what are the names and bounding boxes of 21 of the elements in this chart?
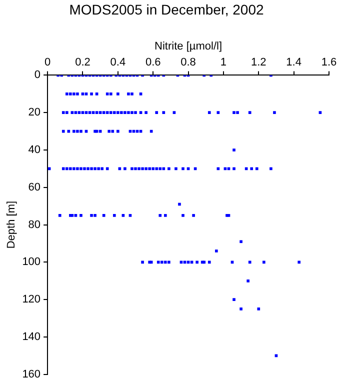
x-tick-label: 0.6: [145, 56, 161, 69]
x-tick-label: 1.2: [250, 56, 266, 69]
x-tick-label: 0: [44, 56, 51, 69]
y-axis-title: Depth [m]: [6, 200, 18, 249]
x-tick-label: 0.2: [75, 56, 90, 69]
y-tick-label: 140: [22, 331, 41, 344]
y-tick-label: 20: [28, 106, 41, 119]
y-tick-label: 0: [34, 69, 41, 82]
x-tick-label: 1.6: [321, 56, 337, 69]
x-tick-label: 0.4: [110, 56, 126, 69]
x-tick-label: 1: [220, 56, 227, 69]
y-tick-label: 160: [22, 368, 41, 380]
x-axis-title: Nitrite [µmol/l]: [154, 40, 222, 52]
x-tick-label: 0.8: [180, 56, 196, 69]
y-tick-label: 40: [28, 144, 41, 156]
y-tick-label: 60: [28, 181, 41, 194]
chart-title: MODS2005 in December, 2002: [69, 1, 264, 18]
y-tick-label: 80: [28, 218, 41, 231]
x-tick-label: 1.4: [286, 56, 302, 69]
y-tick-label: 120: [22, 294, 41, 306]
y-tick-label: 100: [22, 256, 41, 268]
